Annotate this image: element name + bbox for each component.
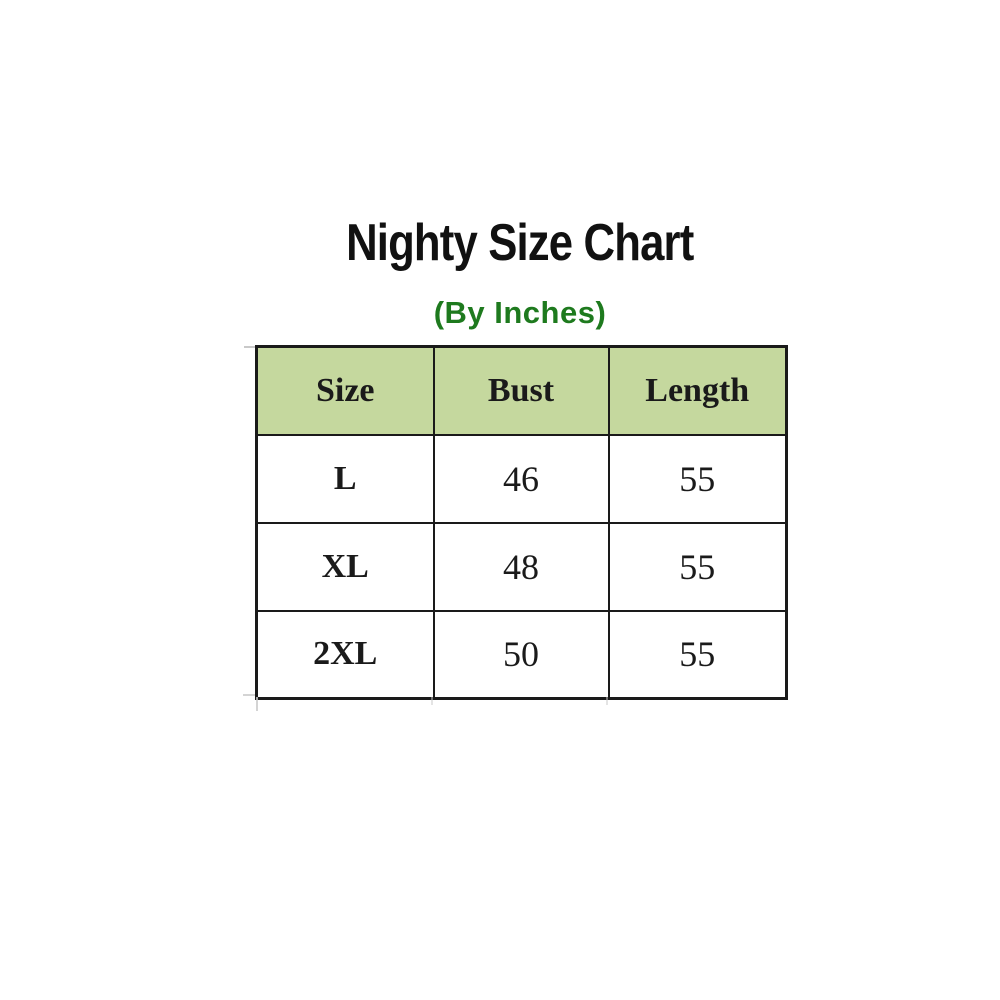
cell-size: L — [255, 433, 435, 524]
header-cell-bust: Bust — [432, 345, 610, 436]
gridline-artifact — [244, 346, 255, 348]
cell-size: XL — [255, 521, 435, 612]
cell-length: 55 — [607, 433, 788, 524]
table-row-l: L 46 55 — [255, 433, 788, 524]
cell-length: 55 — [607, 609, 788, 700]
table-header-row: Size Bust Length — [255, 345, 788, 436]
gridline-artifact — [243, 694, 255, 696]
page-title: Nighty Size Chart — [255, 214, 785, 272]
cell-bust: 46 — [432, 433, 610, 524]
header-cell-size: Size — [255, 345, 435, 436]
cell-bust: 48 — [432, 521, 610, 612]
page-title-text: Nighty Size Chart — [346, 214, 694, 272]
table-row-2xl: 2XL 50 55 — [255, 609, 788, 700]
size-chart-table: Size Bust Length L 46 55 XL 48 55 2XL 50… — [255, 345, 788, 700]
gridline-artifact — [606, 697, 608, 705]
gridline-artifact — [256, 697, 258, 711]
cell-size: 2XL — [255, 609, 435, 700]
table-row-xl: XL 48 55 — [255, 521, 788, 612]
cell-length: 55 — [607, 521, 788, 612]
cell-bust: 50 — [432, 609, 610, 700]
header-cell-length: Length — [607, 345, 788, 436]
page-subtitle: (By Inches) — [433, 295, 607, 330]
gridline-artifact — [431, 697, 433, 705]
